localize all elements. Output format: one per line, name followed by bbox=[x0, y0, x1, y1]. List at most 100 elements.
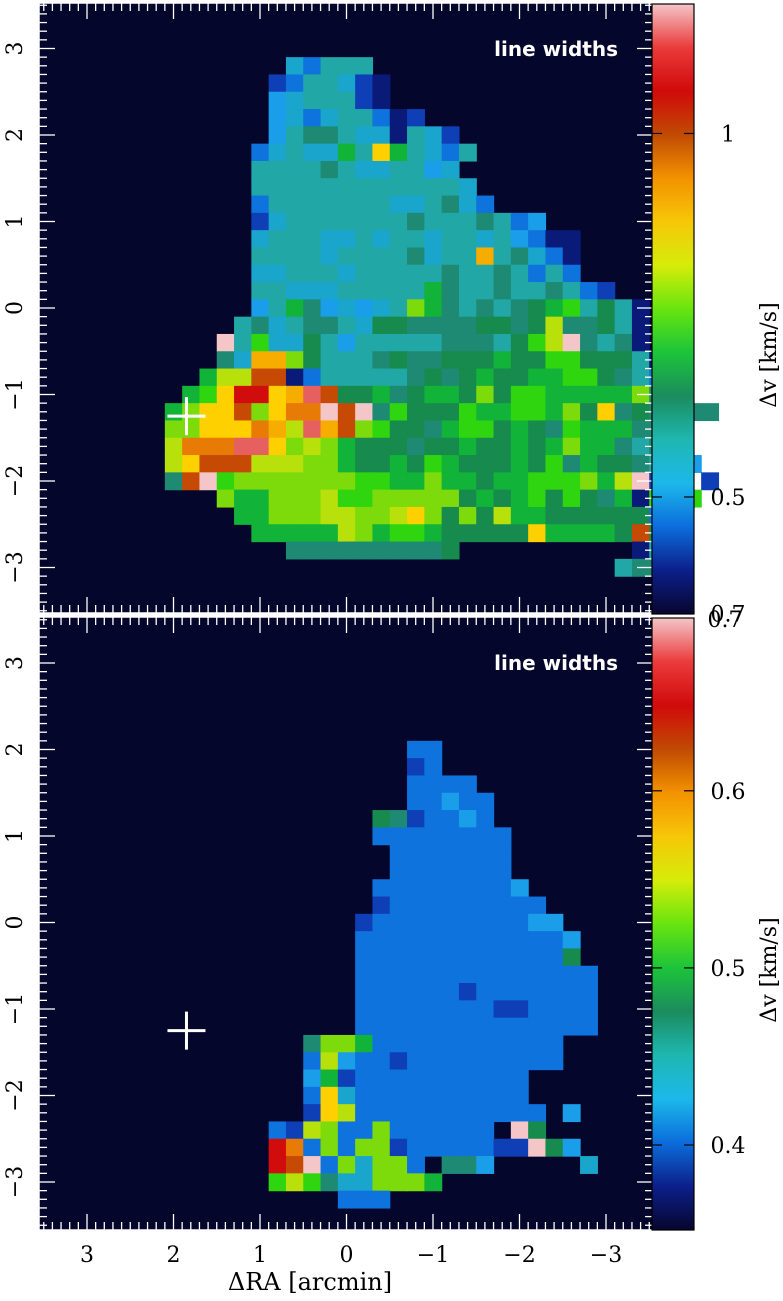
heatmap-cell bbox=[303, 299, 322, 318]
heatmap-cell bbox=[493, 316, 512, 335]
heatmap-cell bbox=[337, 368, 356, 387]
heatmap-cell bbox=[580, 524, 598, 543]
heatmap-cell bbox=[285, 264, 304, 283]
heatmap-cell bbox=[251, 178, 270, 197]
heatmap-cell bbox=[441, 1069, 460, 1088]
heatmap-cell bbox=[199, 420, 218, 439]
heatmap-cell bbox=[372, 351, 391, 370]
heatmap-cell bbox=[424, 1017, 443, 1036]
heatmap-cell bbox=[372, 316, 391, 335]
heatmap-cell bbox=[562, 1138, 581, 1157]
heatmap-cell bbox=[528, 1034, 547, 1053]
heatmap-cell bbox=[285, 489, 304, 508]
heatmap-cell bbox=[337, 299, 356, 318]
heatmap-cell bbox=[458, 403, 477, 422]
heatmap-cell bbox=[389, 506, 408, 525]
heatmap-cell bbox=[372, 1086, 391, 1105]
heatmap-cell bbox=[493, 965, 512, 984]
heatmap-cell bbox=[614, 437, 633, 456]
heatmap-cell bbox=[389, 879, 408, 898]
bottom-panel: 3 2 1 0 −1 −2 −3 3 2 1 0 −1 −2 −3 line widths bbox=[3, 616, 654, 1268]
heatmap-cell bbox=[424, 827, 443, 846]
heatmap-cell bbox=[580, 316, 598, 335]
heatmap-cell bbox=[407, 178, 425, 197]
heatmap-cell bbox=[528, 965, 547, 984]
heatmap-cell bbox=[337, 1104, 356, 1123]
heatmap-cell bbox=[389, 299, 408, 318]
heatmap-cell bbox=[337, 247, 356, 266]
heatmap-cell bbox=[528, 913, 547, 932]
heatmap-cell bbox=[441, 403, 460, 422]
heatmap-cell bbox=[337, 351, 356, 370]
heatmap-cell bbox=[216, 437, 235, 456]
heatmap-cell bbox=[199, 455, 218, 473]
heatmap-cell bbox=[545, 230, 564, 249]
heatmap-cell bbox=[389, 247, 408, 266]
heatmap-cell bbox=[407, 506, 425, 525]
heatmap-cell bbox=[407, 403, 425, 422]
heatmap-cell bbox=[372, 896, 391, 915]
heatmap-cell bbox=[389, 160, 408, 179]
heatmap-cell bbox=[355, 1138, 374, 1157]
heatmap-cell bbox=[355, 1104, 374, 1123]
heatmap-cell bbox=[303, 264, 322, 283]
heatmap-cell bbox=[216, 403, 235, 422]
heatmap-cell bbox=[355, 282, 374, 300]
heatmap-cell bbox=[303, 160, 322, 179]
heatmap-cell bbox=[407, 1086, 425, 1105]
heatmap-cell bbox=[597, 420, 616, 439]
heatmap-cell bbox=[580, 1017, 598, 1036]
heatmap-cell bbox=[407, 948, 425, 967]
heatmap-cell bbox=[441, 965, 460, 984]
heatmap-cell bbox=[355, 57, 374, 76]
heatmap-cell bbox=[424, 472, 443, 491]
heatmap-cell bbox=[320, 195, 339, 214]
heatmap-cell bbox=[337, 1190, 356, 1209]
heatmap-cell bbox=[355, 74, 374, 93]
heatmap-cell bbox=[372, 282, 391, 300]
heatmap-cell bbox=[355, 1052, 374, 1071]
heatmap-cell bbox=[476, 1000, 495, 1019]
heatmap-cell bbox=[303, 247, 322, 266]
heatmap-cell bbox=[268, 91, 287, 110]
heatmap-cell bbox=[355, 524, 374, 543]
heatmap-cell bbox=[407, 195, 425, 214]
heatmap-cell bbox=[337, 195, 356, 214]
heatmap-cell bbox=[493, 1104, 512, 1123]
heatmap-cell bbox=[458, 212, 477, 231]
heatmap-cell bbox=[285, 212, 304, 231]
heatmap-cell bbox=[337, 1156, 356, 1174]
heatmap-cell bbox=[372, 143, 391, 162]
heatmap-cell bbox=[372, 299, 391, 318]
heatmap-cell bbox=[268, 212, 287, 231]
heatmap-cell bbox=[493, 1138, 512, 1157]
heatmap-cell bbox=[372, 368, 391, 387]
heatmap-cell bbox=[372, 91, 391, 110]
heatmap-cell bbox=[337, 489, 356, 508]
heatmap-cell bbox=[458, 420, 477, 439]
heatmap-cell bbox=[268, 403, 287, 422]
heatmap-cell bbox=[355, 913, 374, 932]
heatmap-cell bbox=[510, 299, 529, 318]
heatmap-cell bbox=[337, 455, 356, 473]
heatmap-cell bbox=[510, 1000, 529, 1019]
heatmap-cell bbox=[493, 230, 512, 249]
heatmap-cell bbox=[285, 160, 304, 179]
heatmap-cell bbox=[510, 420, 529, 439]
heatmap-cell bbox=[476, 1104, 495, 1123]
heatmap-cell bbox=[234, 351, 252, 370]
heatmap-cell bbox=[285, 472, 304, 491]
colorbar-tick-label: 0.7 bbox=[711, 603, 746, 628]
heatmap-cell bbox=[285, 506, 304, 525]
heatmap-cell bbox=[389, 983, 408, 1001]
heatmap-cell bbox=[407, 965, 425, 984]
heatmap-cell bbox=[458, 1086, 477, 1105]
heatmap-cell bbox=[545, 247, 564, 266]
heatmap-cell bbox=[441, 541, 460, 560]
heatmap-cell bbox=[407, 879, 425, 898]
heatmap-cell bbox=[355, 1173, 374, 1192]
top-panel-cells bbox=[164, 57, 720, 577]
heatmap-cell bbox=[372, 1138, 391, 1157]
heatmap-cell bbox=[407, 1121, 425, 1140]
heatmap-cell bbox=[545, 333, 564, 352]
